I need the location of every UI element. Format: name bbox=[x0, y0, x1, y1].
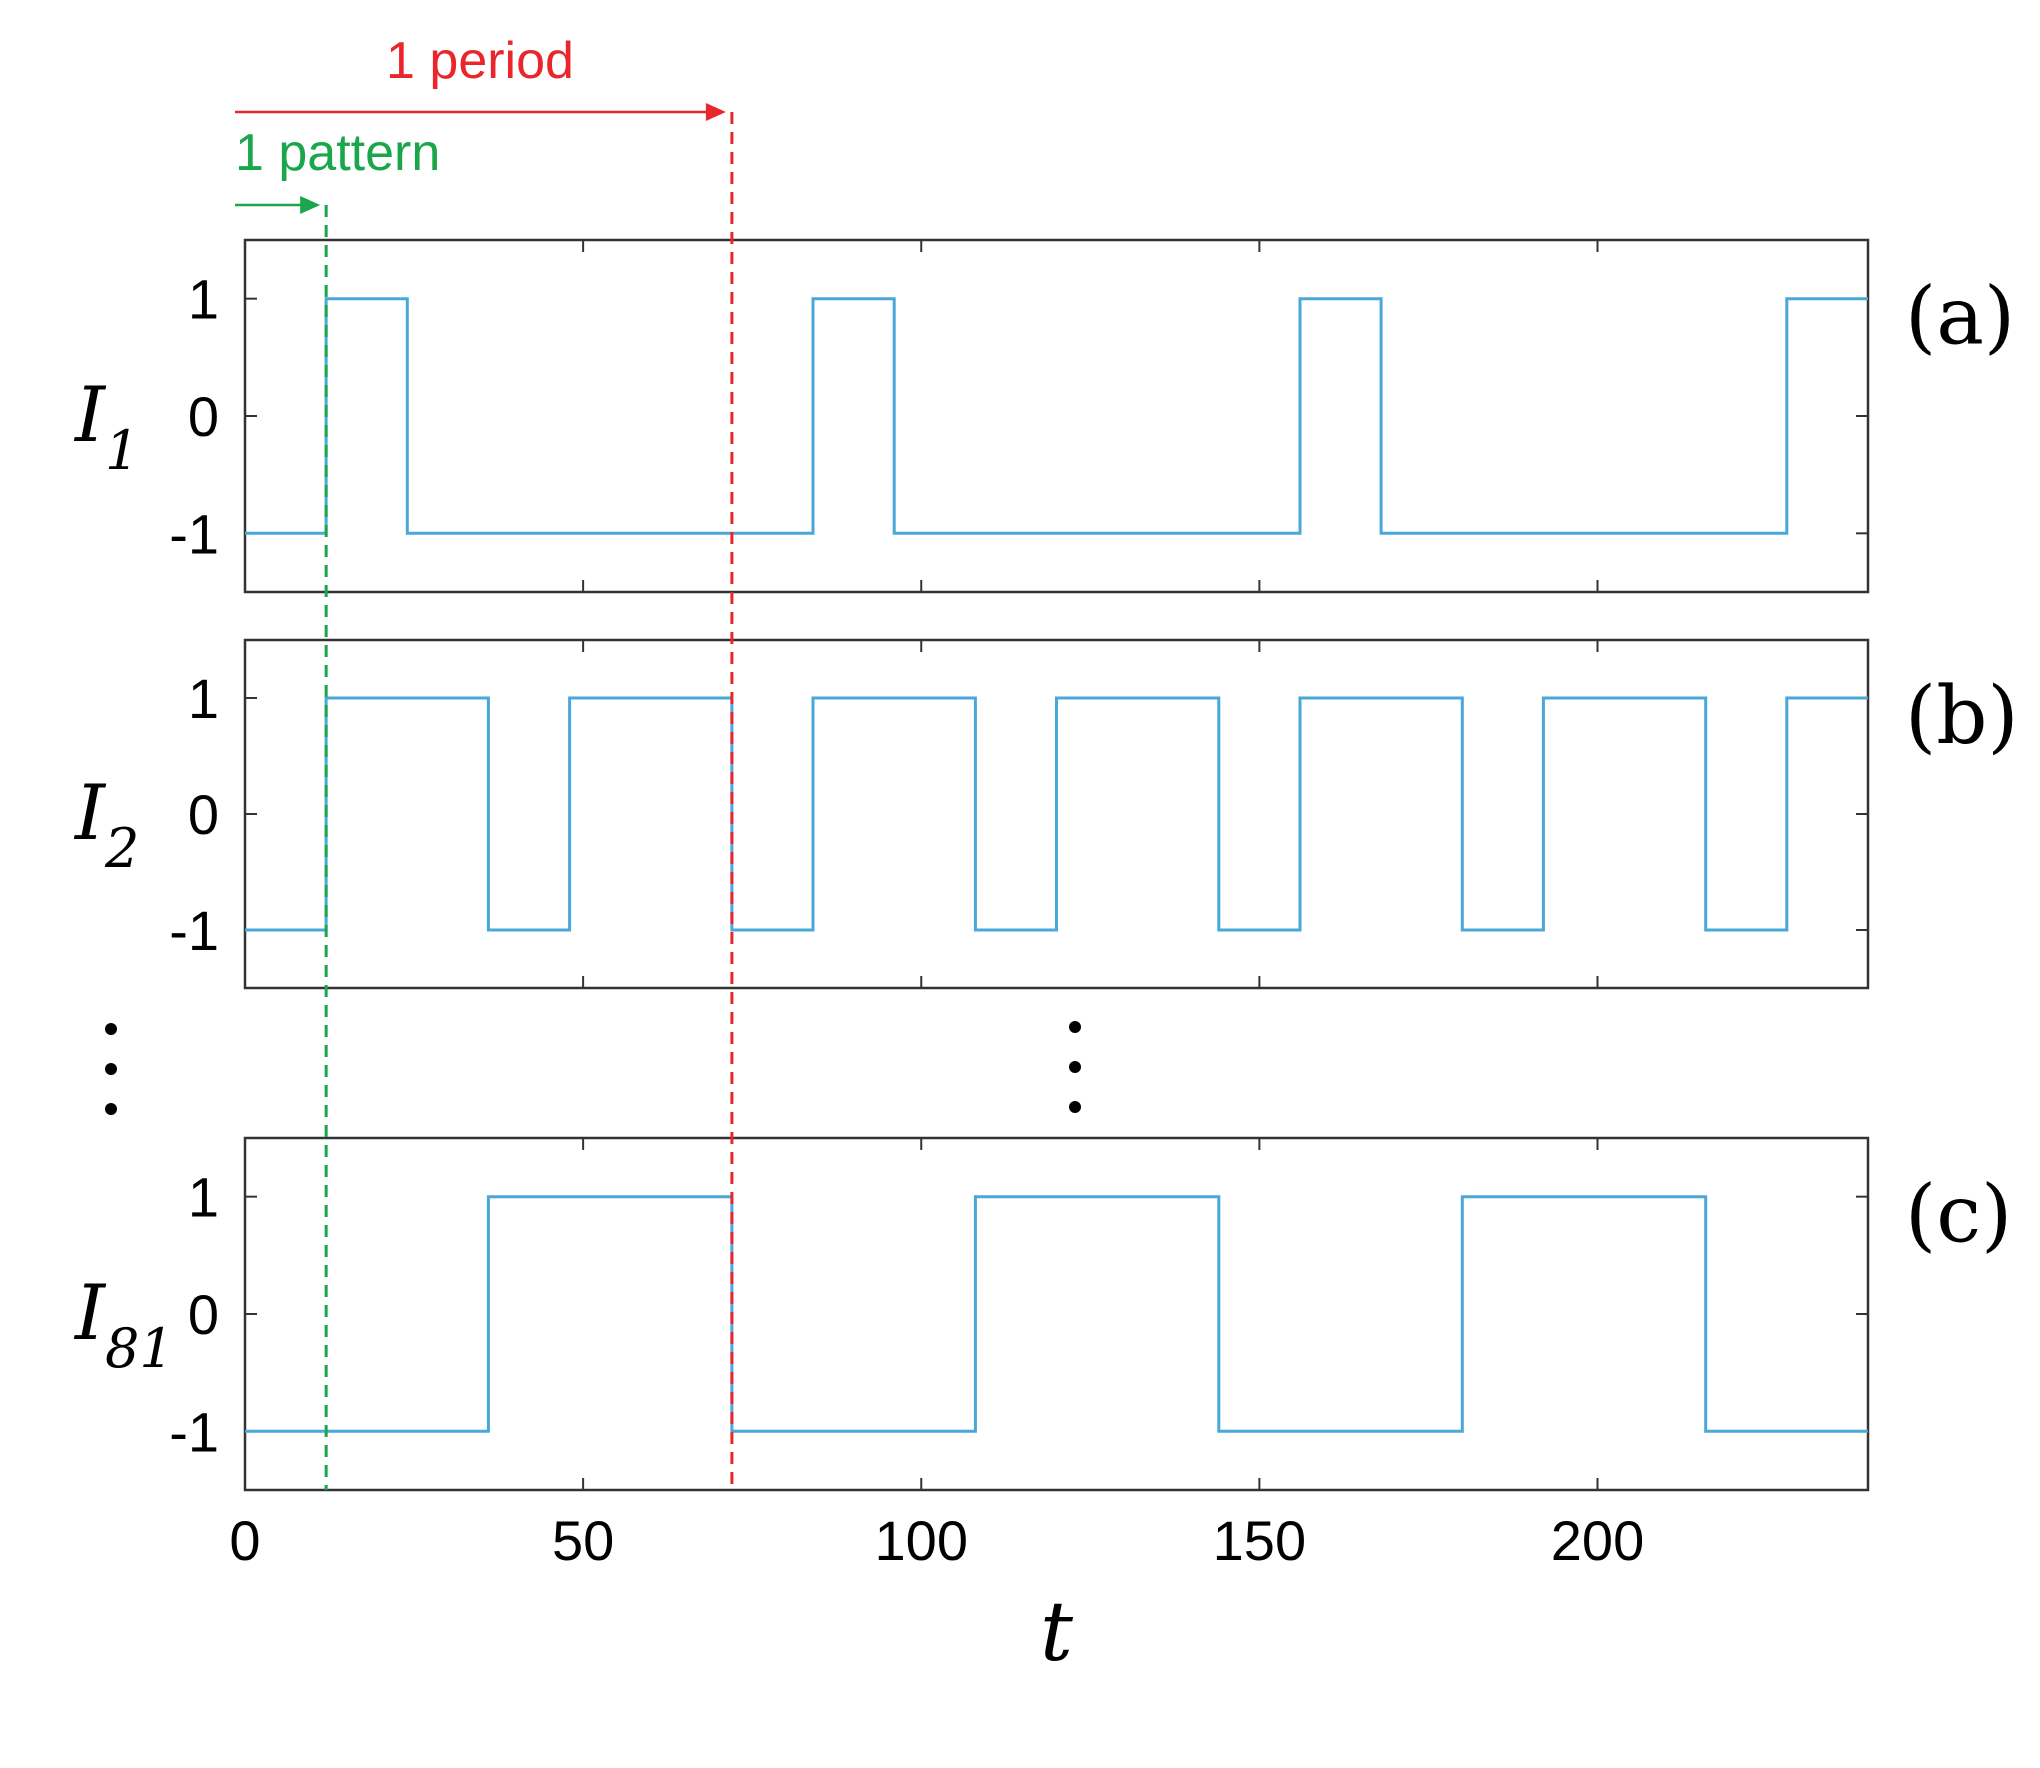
x-tick-label: 150 bbox=[1213, 1509, 1306, 1572]
ellipsis-dot bbox=[1069, 1101, 1081, 1113]
pattern-label: 1 pattern bbox=[235, 124, 440, 182]
y-axis-label: I81 bbox=[73, 1268, 174, 1380]
x-tick-label: 0 bbox=[229, 1509, 260, 1572]
y-tick-label: 0 bbox=[188, 385, 219, 448]
ellipsis-dot bbox=[105, 1103, 117, 1115]
signal-line bbox=[245, 297, 1868, 535]
x-axis: 0 50 100 150 200 t bbox=[229, 1509, 1644, 1680]
y-axis-label-main: I bbox=[73, 1268, 107, 1357]
pattern-arrow-head bbox=[300, 196, 321, 214]
y-axis-label: I1 bbox=[73, 370, 139, 482]
signal-line bbox=[245, 696, 1868, 932]
y-axis-label-main: I bbox=[73, 370, 107, 459]
x-axis-label: t bbox=[1040, 1585, 1074, 1680]
y-tick-label: -1 bbox=[169, 1400, 219, 1463]
annotations-group: 1 period 1 pattern bbox=[235, 32, 734, 1490]
x-tick-label: 50 bbox=[552, 1509, 614, 1572]
ellipsis-dot bbox=[1069, 1021, 1081, 1033]
y-tick-label: 1 bbox=[188, 1166, 219, 1229]
ellipsis-group bbox=[105, 1021, 1081, 1115]
x-tick-label: 100 bbox=[875, 1509, 968, 1572]
period-arrow-head bbox=[705, 103, 726, 121]
ellipsis-dot bbox=[105, 1023, 117, 1035]
panel-label-b: (b) bbox=[1905, 669, 2019, 762]
period-label: 1 period bbox=[386, 32, 574, 90]
panel-label-c: (c) bbox=[1905, 1168, 2012, 1261]
signal-line bbox=[245, 1195, 1868, 1433]
y-tick-label: 0 bbox=[188, 783, 219, 846]
y-tick-label: 1 bbox=[188, 268, 219, 331]
ellipsis-dot bbox=[1069, 1061, 1081, 1073]
y-tick-label: -1 bbox=[169, 502, 219, 565]
x-tick-label: 200 bbox=[1551, 1509, 1644, 1572]
panel-label-a: (a) bbox=[1905, 270, 2015, 363]
y-axis-label-subscript: 1 bbox=[105, 419, 139, 482]
panel-frame bbox=[243, 238, 1870, 594]
y-axis-label-subscript: 81 bbox=[105, 1317, 174, 1380]
panel-b: -1 0 1 I2 (b) bbox=[73, 638, 2019, 990]
y-axis-label-subscript: 2 bbox=[104, 817, 139, 880]
y-tick-label: -1 bbox=[169, 899, 219, 962]
ellipsis-dot bbox=[105, 1063, 117, 1075]
y-tick-label: 0 bbox=[188, 1283, 219, 1346]
y-tick-label: 1 bbox=[188, 667, 219, 730]
y-axis-label-main: I bbox=[73, 768, 107, 857]
y-axis-label: I2 bbox=[73, 768, 139, 880]
